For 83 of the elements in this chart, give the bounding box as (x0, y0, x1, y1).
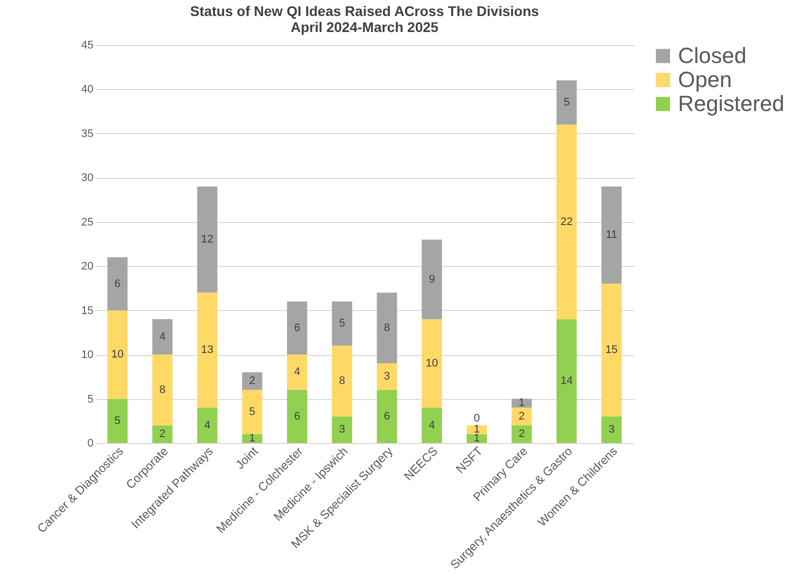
bar (422, 319, 442, 408)
bar (152, 354, 172, 426)
data-label: 2 (249, 375, 256, 388)
data-label: 2 (159, 428, 166, 440)
bar (107, 257, 128, 310)
bar (242, 434, 262, 443)
data-label: 6 (294, 410, 300, 422)
bar (332, 416, 352, 443)
data-label: 11 (606, 229, 618, 242)
data-label: 5 (338, 318, 346, 330)
y-tick-label: 35 (81, 128, 94, 140)
bar (556, 319, 577, 443)
data-label: 5 (249, 406, 256, 418)
data-label: 4 (204, 419, 210, 432)
data-label: 1 (518, 397, 525, 410)
data-label: 4 (159, 330, 166, 343)
y-tick-label: 0 (87, 438, 94, 450)
data-label: 6 (114, 278, 121, 290)
bar (152, 319, 172, 355)
data-label: 4 (428, 419, 435, 432)
bar (152, 425, 172, 443)
data-label: 8 (159, 384, 166, 396)
bar (242, 390, 262, 434)
data-label: 5 (114, 414, 121, 427)
text: April 2024-March 2025 (290, 19, 438, 35)
data-label: 14 (560, 375, 573, 388)
data-label: 3 (608, 424, 615, 436)
data-label: 2 (518, 410, 525, 422)
bar (422, 240, 442, 320)
bar (332, 301, 352, 346)
data-label: 22 (560, 216, 573, 228)
bar (197, 408, 218, 443)
bar (107, 310, 128, 399)
data-label: 13 (201, 344, 214, 356)
y-tick-label: 15 (81, 304, 94, 317)
data-label: 10 (426, 357, 438, 370)
data-label: 1 (249, 432, 256, 445)
data-label: 15 (605, 344, 618, 356)
bar (601, 284, 622, 416)
y-tick-label: 30 (81, 172, 94, 184)
y-tick-label: 10 (81, 349, 94, 362)
bar (512, 425, 532, 443)
data-label: 5 (564, 96, 570, 108)
bar (287, 301, 308, 355)
bar (332, 346, 352, 416)
data-label: 4 (294, 366, 300, 378)
bar (197, 292, 218, 408)
bar (601, 416, 622, 443)
bar (601, 186, 622, 284)
y-tick-label: 40 (81, 84, 94, 96)
bar (376, 390, 398, 443)
data-label: 12 (201, 234, 214, 246)
bar (512, 408, 532, 426)
y-tick-label: 5 (87, 393, 94, 406)
bar (556, 80, 577, 125)
y-tick-label: 20 (81, 260, 94, 273)
text: Status of New QI Ideas Raised ACross The Divisions (190, 3, 539, 19)
data-label: 8 (338, 375, 346, 388)
bar (422, 408, 442, 443)
bar (287, 354, 308, 390)
bar (376, 292, 398, 364)
bar (466, 434, 487, 443)
data-label: 2 (518, 428, 525, 440)
data-label: 3 (384, 370, 390, 383)
data-label: 6 (294, 322, 300, 334)
data-label: 3 (338, 424, 346, 436)
data-label: 9 (428, 273, 435, 286)
legend-label: Closed (678, 43, 746, 68)
legend-label: Open (678, 67, 732, 92)
data-label: 0 (474, 412, 480, 424)
y-tick-label: 45 (81, 40, 94, 52)
bar (287, 390, 308, 443)
legend-label: Registered (678, 91, 784, 116)
y-tick-label: 25 (81, 216, 94, 228)
bar (242, 372, 262, 390)
data-label: 1 (474, 432, 480, 445)
data-label: 6 (384, 410, 390, 422)
data-label: 8 (384, 322, 390, 334)
bar (556, 124, 577, 320)
bar (376, 363, 398, 390)
bar (197, 186, 218, 293)
bar (107, 398, 128, 443)
data-label: 10 (111, 348, 124, 361)
